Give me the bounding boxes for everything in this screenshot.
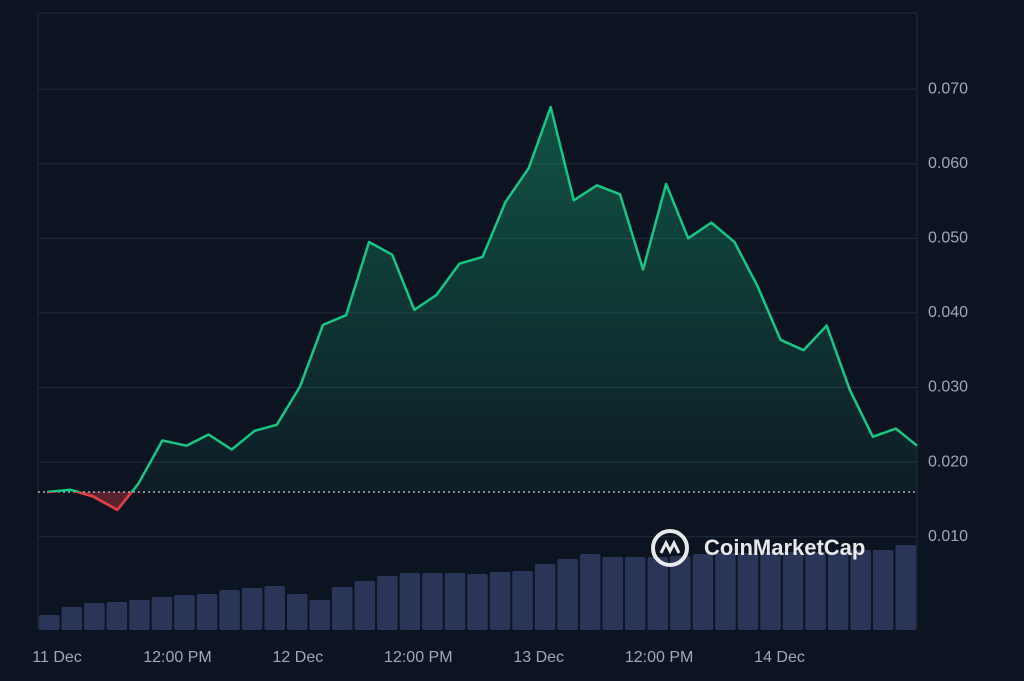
volume-bar bbox=[151, 597, 173, 630]
volume-bar bbox=[399, 573, 421, 630]
volume-bar bbox=[84, 603, 105, 630]
x-tick-label: 11 Dec bbox=[32, 649, 82, 666]
y-tick-label: 0.060 bbox=[928, 155, 968, 172]
volume-bar bbox=[692, 554, 714, 630]
volume-bar bbox=[579, 554, 601, 630]
volume-bar bbox=[467, 574, 488, 630]
volume-bar bbox=[196, 594, 218, 630]
price-area-up bbox=[47, 107, 917, 492]
volume-bar bbox=[309, 600, 330, 630]
x-tick-label: 12:00 PM bbox=[384, 649, 452, 666]
volume-bar bbox=[670, 556, 691, 630]
volume-bar bbox=[534, 564, 556, 630]
volume-bar bbox=[715, 553, 736, 630]
volume-bar bbox=[241, 588, 263, 630]
volume-bar bbox=[39, 615, 60, 630]
volume-bar bbox=[129, 600, 150, 630]
y-tick-label: 0.010 bbox=[928, 528, 968, 545]
x-tick-label: 14 Dec bbox=[754, 649, 805, 666]
price-line bbox=[46, 105, 918, 512]
volume-bar bbox=[219, 590, 240, 630]
watermark: CoinMarketCap bbox=[651, 529, 865, 567]
volume-bar bbox=[61, 607, 83, 630]
volume-bar bbox=[737, 553, 759, 630]
volume-bar bbox=[332, 587, 353, 630]
volume-bar bbox=[264, 586, 285, 630]
y-tick-label: 0.070 bbox=[928, 80, 968, 97]
y-tick-label: 0.040 bbox=[928, 304, 968, 321]
y-tick-label: 0.020 bbox=[928, 453, 968, 470]
volume-bar bbox=[760, 552, 781, 630]
y-tick-label: 0.030 bbox=[928, 379, 968, 396]
volume-bar bbox=[354, 581, 376, 630]
x-tick-label: 12:00 PM bbox=[143, 649, 211, 666]
volume-bar bbox=[512, 571, 533, 630]
volume-bar bbox=[489, 572, 511, 630]
volume-bar bbox=[286, 594, 308, 630]
volume-bar bbox=[850, 550, 871, 630]
volume-bar bbox=[872, 550, 894, 630]
volume-bar bbox=[895, 545, 916, 630]
x-tick-label: 13 Dec bbox=[513, 649, 564, 666]
volume-bar bbox=[647, 557, 669, 630]
x-tick-label: 12:00 PM bbox=[625, 649, 693, 666]
volume-bar bbox=[602, 557, 623, 630]
volume-bar bbox=[557, 559, 578, 630]
x-tick-label: 12 Dec bbox=[273, 649, 324, 666]
volume-bar bbox=[422, 573, 443, 630]
volume-bar bbox=[444, 573, 466, 630]
volume-bar bbox=[827, 552, 849, 630]
volume-bar bbox=[805, 552, 826, 630]
volume-bar bbox=[106, 602, 128, 630]
volume-bar bbox=[174, 595, 195, 630]
volume-bar bbox=[625, 557, 646, 630]
watermark-text: CoinMarketCap bbox=[704, 535, 865, 560]
volume-bar bbox=[782, 552, 804, 630]
y-tick-label: 0.050 bbox=[928, 230, 968, 247]
volume-bar bbox=[377, 576, 398, 630]
